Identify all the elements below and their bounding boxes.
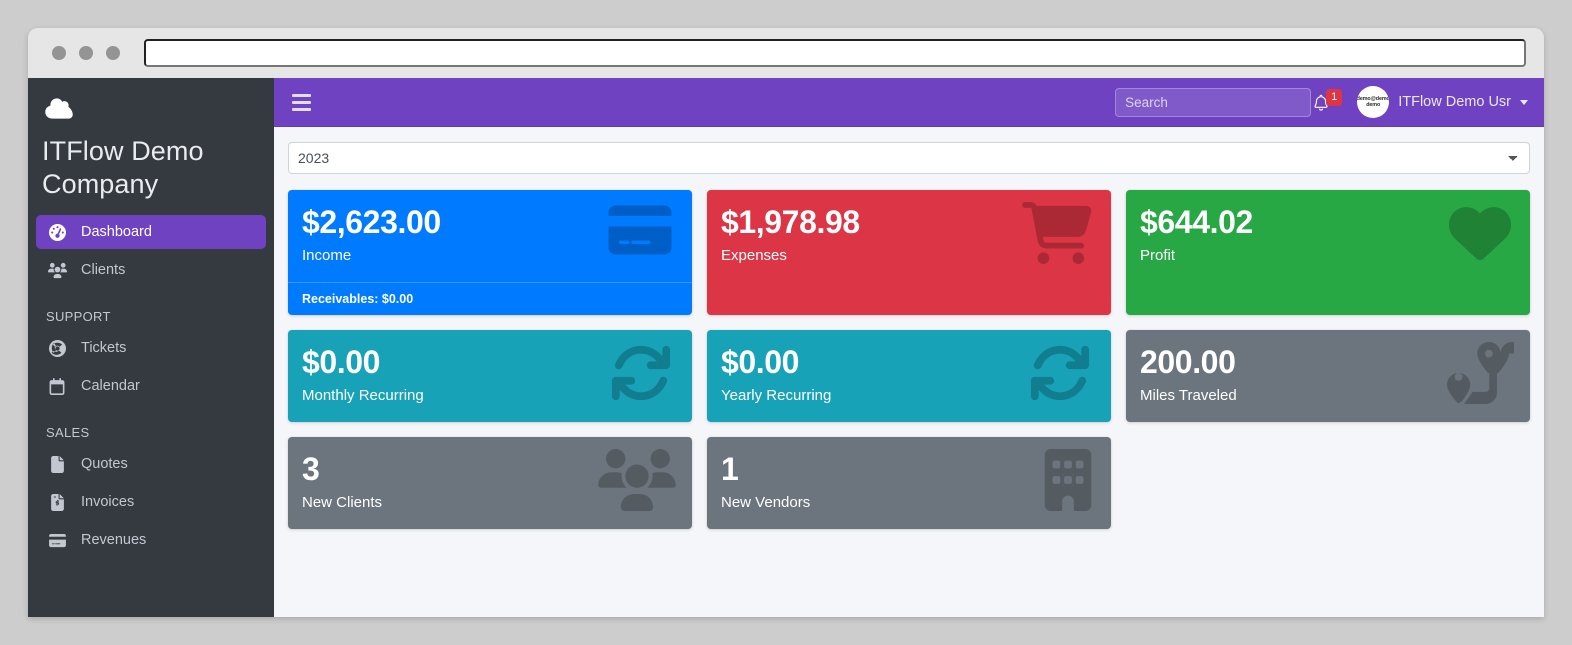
users-icon [46, 262, 68, 279]
sidebar-item-quotes[interactable]: Quotes [36, 447, 266, 481]
app-shell: ITFlow Demo Company Dashboard [28, 78, 1544, 617]
file-invoice-dollar-icon [46, 493, 68, 511]
stat-card-monthly-recurring[interactable]: $0.00 Monthly Recurring [288, 330, 692, 422]
avatar: demo@demo demo [1357, 86, 1390, 118]
avatar-line-2: demo [1366, 102, 1381, 108]
sync-icon [1025, 342, 1095, 409]
card-value: $2,623.00 [302, 204, 441, 240]
sidebar-group-header-sales: SALES [46, 425, 90, 440]
sidebar-item-label: Tickets [81, 340, 127, 356]
close-window-button[interactable] [52, 46, 66, 60]
lifering-icon [46, 339, 68, 357]
navbar-right: 1 demo@demo demo ITFlow Demo Usr [1311, 86, 1528, 118]
window-controls[interactable] [42, 46, 120, 60]
sidebar-item-label: Dashboard [81, 224, 152, 240]
search-input[interactable] [1116, 88, 1311, 116]
sidebar-item-revenues[interactable]: Revenues [36, 523, 266, 557]
stat-card-miles-traveled[interactable]: 200.00 Miles Traveled [1126, 330, 1530, 422]
sidebar-item-invoices[interactable]: Invoices [36, 485, 266, 519]
sidebar-group-header-support: SUPPORT [46, 309, 111, 324]
card-label: Monthly Recurring [302, 387, 424, 404]
cloud-icon [42, 97, 76, 124]
stat-card-yearly-recurring[interactable]: $0.00 Yearly Recurring [707, 330, 1111, 422]
sidebar-item-dashboard[interactable]: Dashboard [36, 215, 266, 249]
gauge-icon [46, 223, 68, 241]
top-navbar: 1 demo@demo demo ITFlow Demo Usr [274, 78, 1544, 127]
credit-card-icon [604, 202, 676, 263]
card-footer: Receivables: $0.00 [288, 282, 692, 315]
maximize-window-button[interactable] [106, 46, 120, 60]
dashboard-content: 2023 $2,623.00 Income [274, 127, 1544, 617]
sidebar-item-label: Revenues [81, 532, 147, 548]
notifications-button[interactable]: 1 [1311, 88, 1344, 113]
users-icon [598, 449, 676, 516]
notification-badge: 1 [1326, 88, 1343, 106]
card-label: Yearly Recurring [721, 387, 832, 404]
sidebar-item-label: Calendar [81, 378, 140, 394]
card-value: 1 [721, 451, 739, 487]
sync-icon [606, 342, 676, 409]
brand-title: ITFlow Demo Company [42, 136, 204, 199]
card-value: $0.00 [721, 344, 800, 380]
card-value: $644.02 [1140, 204, 1253, 240]
card-value: $0.00 [302, 344, 381, 380]
route-icon [1442, 342, 1524, 409]
brand[interactable]: ITFlow Demo Company [28, 82, 274, 211]
user-menu[interactable]: demo@demo demo ITFlow Demo Usr [1357, 86, 1528, 118]
building-icon [1041, 449, 1095, 516]
shopping-cart-icon [1019, 202, 1095, 269]
calendar-icon [46, 377, 68, 395]
card-label: Income [302, 247, 352, 264]
file-quote-icon [46, 455, 68, 473]
stat-card-expenses[interactable]: $1,978.98 Expenses [707, 190, 1111, 315]
main-area: 1 demo@demo demo ITFlow Demo Usr 2023 [274, 78, 1544, 617]
stat-card-income[interactable]: $2,623.00 Income Receivables: $0.00 [288, 190, 692, 315]
stat-card-profit[interactable]: $644.02 Profit [1126, 190, 1530, 315]
url-input[interactable] [144, 39, 1526, 67]
minimize-window-button[interactable] [79, 46, 93, 60]
card-value: 3 [302, 451, 320, 487]
card-label: Miles Traveled [1140, 387, 1237, 404]
search-group[interactable] [1115, 87, 1312, 117]
card-label: New Clients [302, 494, 383, 511]
stat-card-grid: $2,623.00 Income Receivables: $0.00 [288, 190, 1530, 529]
card-value: $1,978.98 [721, 204, 860, 240]
stat-card-new-clients[interactable]: 3 New Clients [288, 437, 692, 529]
sidebar-item-clients[interactable]: Clients [36, 253, 266, 287]
credit-card-icon [46, 533, 68, 548]
card-label: New Vendors [721, 494, 811, 511]
sidebar-nav: Dashboard Clients SUPPORT [28, 211, 274, 557]
sidebar-item-label: Clients [81, 262, 126, 278]
sidebar-item-label: Quotes [81, 456, 128, 472]
browser-window: ITFlow Demo Company Dashboard [28, 28, 1544, 617]
year-filter-select[interactable]: 2023 [288, 142, 1530, 174]
sidebar-item-calendar[interactable]: Calendar [36, 369, 266, 403]
card-label: Profit [1140, 247, 1176, 264]
sidebar-item-tickets[interactable]: Tickets [36, 331, 266, 365]
caret-down-icon [1520, 99, 1528, 105]
user-name: ITFlow Demo Usr [1398, 94, 1511, 110]
bell-icon [1314, 94, 1328, 111]
sidebar-item-label: Invoices [81, 494, 135, 510]
card-label: Expenses [721, 247, 787, 264]
browser-title-bar [28, 28, 1544, 78]
avatar-line-1: demo@demo [1357, 95, 1390, 102]
hamburger-icon[interactable] [288, 88, 315, 117]
card-value: 200.00 [1140, 344, 1236, 380]
sidebar: ITFlow Demo Company Dashboard [28, 78, 274, 617]
stat-card-new-vendors[interactable]: 1 New Vendors [707, 437, 1111, 529]
heart-icon [1446, 202, 1514, 269]
